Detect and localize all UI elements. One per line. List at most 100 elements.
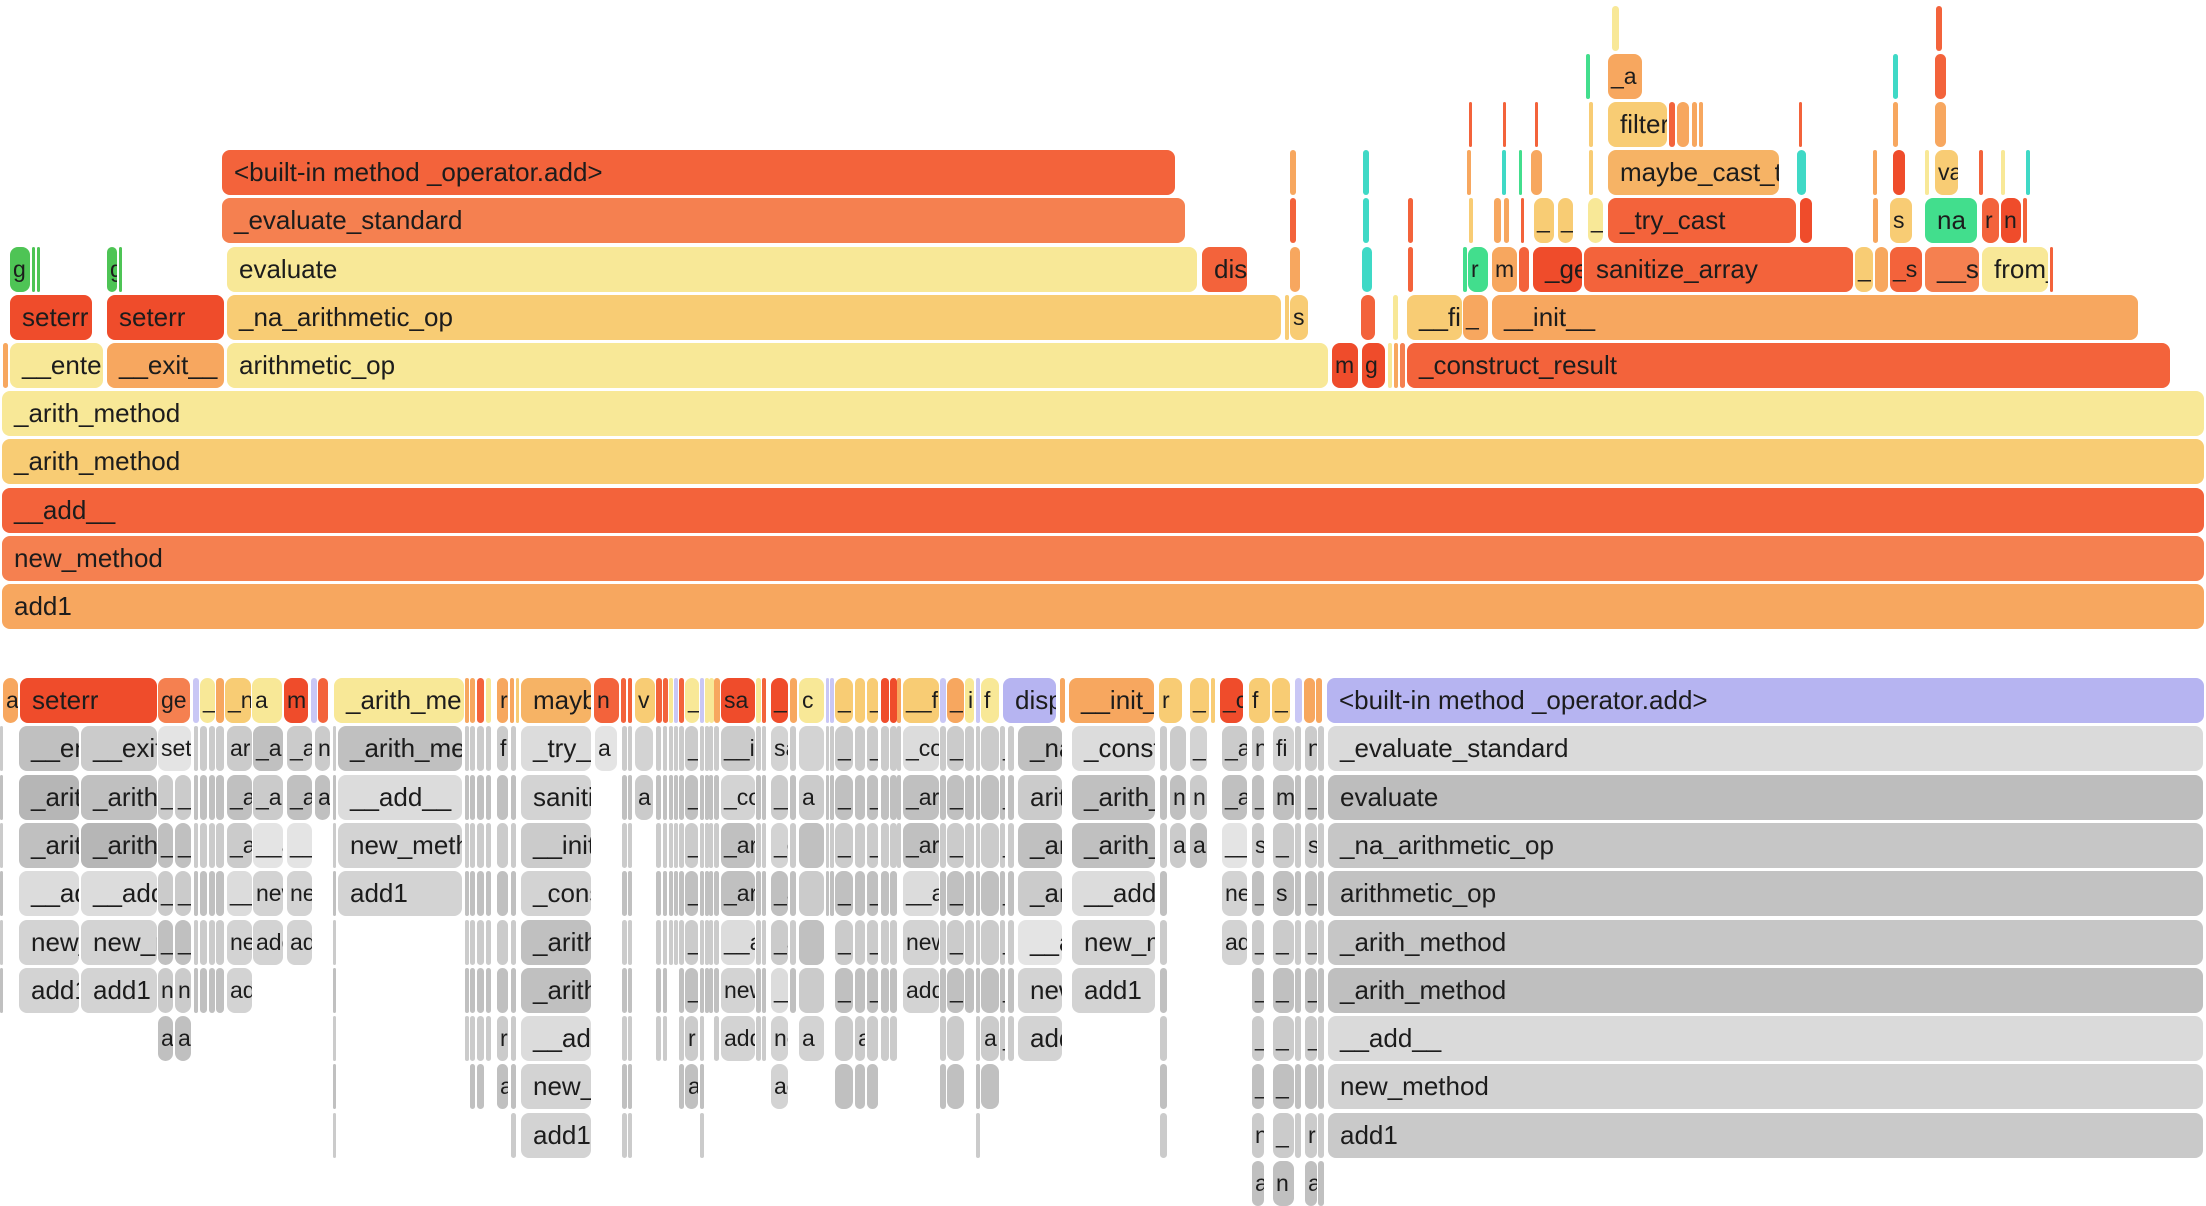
frame-block[interactable] — [826, 678, 829, 723]
caller-frame-block[interactable] — [881, 726, 889, 772]
caller-frame-block[interactable] — [1295, 1064, 1301, 1110]
caller-frame-block[interactable] — [470, 1064, 475, 1110]
frame-block[interactable]: _ — [1190, 678, 1209, 723]
caller-frame-block[interactable] — [700, 1016, 704, 1062]
caller-frame-block[interactable]: _construct_result — [521, 871, 591, 917]
frame-block[interactable] — [1502, 150, 1506, 195]
frame-block[interactable]: _ — [1272, 678, 1290, 723]
caller-frame-block[interactable] — [477, 1016, 484, 1062]
frame-block[interactable] — [3, 343, 8, 388]
frame-block[interactable] — [1290, 198, 1296, 243]
caller-frame-block[interactable] — [1318, 726, 1324, 772]
frame-block[interactable] — [1504, 198, 1509, 243]
caller-frame-block[interactable] — [1318, 967, 1324, 1013]
caller-frame-block[interactable] — [628, 1064, 632, 1110]
caller-frame-block[interactable]: __add__ — [227, 871, 252, 917]
caller-frame-block[interactable] — [890, 871, 897, 917]
caller-frame-block[interactable] — [762, 967, 766, 1013]
frame-block[interactable] — [656, 678, 662, 723]
frame-block[interactable] — [1519, 150, 1522, 195]
caller-frame-block[interactable] — [855, 871, 865, 917]
caller-frame-block[interactable]: _na_arithmetic_op — [1018, 726, 1062, 772]
caller-frame-block[interactable]: s — [1273, 871, 1294, 917]
caller-frame-block[interactable]: _ — [835, 871, 853, 917]
caller-frame-block[interactable] — [1318, 1161, 1324, 1206]
caller-frame-block[interactable]: __add__ — [1328, 1016, 2203, 1062]
caller-frame-block[interactable]: _arith_method — [287, 774, 312, 820]
caller-frame-block[interactable] — [1318, 774, 1324, 820]
frame-block[interactable]: g — [107, 247, 117, 292]
frame-block[interactable] — [119, 247, 122, 292]
frame-block[interactable] — [1408, 247, 1413, 292]
caller-frame-block[interactable] — [0, 871, 3, 917]
caller-frame-block[interactable] — [511, 1112, 516, 1158]
caller-frame-block[interactable] — [669, 822, 673, 868]
caller-frame-block[interactable] — [976, 871, 980, 917]
caller-frame-block[interactable] — [333, 967, 336, 1013]
caller-frame-block[interactable]: sanitize_array — [521, 774, 591, 820]
frame-block[interactable]: _ — [867, 678, 878, 723]
caller-frame-block[interactable]: _arith_method — [19, 774, 79, 820]
caller-frame-block[interactable] — [1008, 774, 1014, 820]
caller-frame-block[interactable] — [714, 919, 719, 965]
frame-block[interactable]: _ — [1534, 198, 1554, 243]
caller-frame-block[interactable] — [209, 774, 215, 820]
caller-frame-block[interactable] — [216, 822, 224, 868]
caller-frame-block[interactable]: a — [175, 1016, 191, 1062]
caller-frame-block[interactable]: _ — [158, 871, 173, 917]
caller-frame-block[interactable] — [826, 871, 829, 917]
caller-frame-block[interactable]: a — [635, 774, 653, 820]
caller-frame-block[interactable] — [209, 822, 215, 868]
frame-block[interactable] — [976, 678, 980, 723]
caller-frame-block[interactable] — [709, 822, 713, 868]
caller-frame-block[interactable] — [709, 967, 713, 1013]
caller-frame-block[interactable] — [622, 822, 627, 868]
caller-frame-block[interactable] — [628, 871, 632, 917]
caller-frame-block[interactable]: n — [1252, 726, 1264, 772]
caller-frame-block[interactable]: add1 — [1328, 1112, 2203, 1158]
caller-frame-block[interactable] — [830, 822, 834, 868]
caller-frame-block[interactable]: _ — [175, 871, 191, 917]
caller-frame-block[interactable]: __add__ — [1018, 919, 1062, 965]
caller-frame-block[interactable] — [897, 726, 901, 772]
caller-frame-block[interactable]: new_method — [1328, 1064, 2203, 1110]
caller-frame-block[interactable]: _arith_method — [721, 822, 755, 868]
caller-frame-block[interactable] — [477, 1064, 484, 1110]
frame-block[interactable] — [1589, 102, 1593, 147]
caller-frame-block[interactable] — [830, 774, 834, 820]
caller-frame-block[interactable] — [663, 871, 667, 917]
caller-frame-block[interactable]: _ — [158, 919, 173, 965]
caller-frame-block[interactable] — [465, 774, 469, 820]
caller-frame-block[interactable] — [0, 919, 3, 965]
caller-frame-block[interactable] — [333, 871, 336, 917]
frame-block[interactable]: arithmetic_op — [227, 343, 1328, 388]
frame-block[interactable] — [486, 678, 491, 723]
caller-frame-block[interactable] — [216, 726, 224, 772]
caller-frame-block[interactable]: add1 — [1222, 919, 1247, 965]
caller-frame-block[interactable] — [465, 871, 469, 917]
caller-frame-block[interactable] — [477, 871, 484, 917]
caller-frame-block[interactable]: _ — [1305, 967, 1317, 1013]
caller-frame-block[interactable]: _ — [835, 774, 853, 820]
frame-block[interactable] — [679, 678, 684, 723]
caller-frame-block[interactable] — [656, 774, 661, 820]
caller-frame-block[interactable]: _ — [947, 967, 964, 1013]
frame-block[interactable]: r — [497, 678, 508, 723]
frame-block[interactable] — [1935, 102, 1946, 147]
caller-frame-block[interactable]: _ — [947, 871, 964, 917]
frame-block[interactable] — [669, 678, 673, 723]
caller-frame-block[interactable]: arithmetic_op — [1018, 774, 1062, 820]
caller-frame-block[interactable]: _ — [175, 822, 191, 868]
caller-frame-block[interactable] — [679, 822, 684, 868]
caller-frame-block[interactable]: __exit__ — [81, 726, 157, 772]
caller-frame-block[interactable]: s — [1252, 822, 1264, 868]
caller-frame-block[interactable] — [947, 1064, 964, 1110]
frame-block[interactable]: sanitize_array — [1584, 247, 1853, 292]
frame-block[interactable] — [1469, 102, 1472, 147]
caller-frame-block[interactable] — [1295, 967, 1301, 1013]
frame-block[interactable] — [1535, 102, 1538, 147]
frame-block[interactable]: maybe — [521, 678, 591, 723]
frame-block[interactable] — [1612, 6, 1619, 51]
frame-block[interactable]: _ — [1855, 247, 1873, 292]
caller-frame-block[interactable] — [465, 822, 469, 868]
